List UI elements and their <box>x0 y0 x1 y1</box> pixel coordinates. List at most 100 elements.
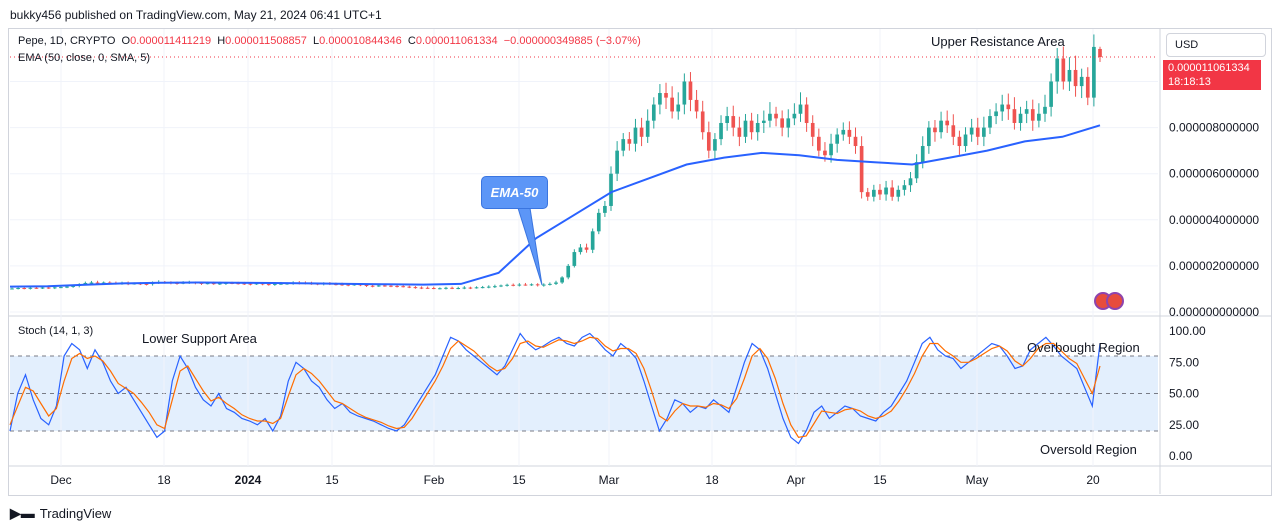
ema-callout: EMA-50 <box>481 176 548 209</box>
candle-body <box>872 189 876 197</box>
candle-body <box>975 127 980 137</box>
time-tick-label: 15 <box>873 473 887 487</box>
candle-body <box>1061 58 1066 82</box>
candle-body <box>737 127 742 137</box>
candle-body <box>902 185 907 190</box>
candle-body <box>401 286 406 288</box>
symbol-label[interactable]: Pepe, 1D, CRYPTO <box>18 35 116 47</box>
candle-body <box>486 286 491 288</box>
ema-50-line <box>9 124 1101 288</box>
price-tick-label: 0.000002000000 <box>1169 259 1259 273</box>
candle-body <box>651 104 656 121</box>
candle-body <box>572 252 577 266</box>
candle-body <box>529 284 534 286</box>
candle-body <box>706 132 711 151</box>
candle-body <box>908 178 913 186</box>
candle-body <box>603 205 607 213</box>
candle-body <box>419 287 424 289</box>
candle-body <box>1049 81 1053 107</box>
candle-body <box>731 116 736 128</box>
candles-group <box>10 34 1102 290</box>
ohlc-legend: Pepe, 1D, CRYPTO O0.000011411219 H0.0000… <box>18 35 641 47</box>
currency-button[interactable]: USD <box>1166 33 1266 57</box>
candle-body <box>945 120 950 126</box>
candle-body <box>719 122 723 140</box>
candle-body <box>780 118 784 128</box>
candle-body <box>664 93 668 98</box>
candle-body <box>205 283 210 285</box>
candle-body <box>407 286 412 288</box>
candle-body <box>963 134 968 147</box>
candle-body <box>340 284 344 286</box>
candle-body <box>89 282 94 284</box>
publisher-line: bukky456 published on TradingView.com, M… <box>10 8 382 22</box>
last-price-value: 0.000011061334 <box>1168 62 1250 74</box>
candle-body <box>804 104 809 123</box>
price-tick-label: 0.000008000000 <box>1169 121 1259 135</box>
ema-legend[interactable]: EMA (50, close, 0, SMA, 5) <box>18 52 151 64</box>
candle-body <box>761 120 766 123</box>
candle-body <box>596 212 601 232</box>
candle-body <box>749 120 754 133</box>
footer-brand: TradingView <box>39 506 112 521</box>
candle-body <box>694 99 699 112</box>
candle-body <box>554 282 558 284</box>
stoch-tick-label: 25.00 <box>1169 418 1199 432</box>
candle-body <box>676 104 681 112</box>
open-label: O <box>121 35 131 47</box>
price-tick-label: 0.000004000000 <box>1169 213 1259 227</box>
candle-body <box>688 81 693 100</box>
candle-body <box>548 283 552 285</box>
candle-body <box>541 284 546 286</box>
candle-body <box>16 288 20 290</box>
candle-body <box>792 113 797 119</box>
candle-body <box>46 287 51 289</box>
candle-body <box>615 150 619 174</box>
candle-body <box>725 116 729 123</box>
time-tick-label: 18 <box>705 473 719 487</box>
candle-body <box>438 288 442 290</box>
candle-body <box>101 282 106 284</box>
time-tick-label: Feb <box>424 473 445 487</box>
candle-body <box>28 287 33 289</box>
stoch-tick-label: 50.00 <box>1169 387 1199 401</box>
candle-body <box>951 125 956 137</box>
candle-body <box>798 104 803 114</box>
candle-body <box>65 286 69 288</box>
candle-body <box>95 282 100 284</box>
candle-body <box>939 120 943 133</box>
candle-body <box>920 146 925 163</box>
candle-body <box>505 284 509 286</box>
candle-body <box>700 111 705 133</box>
candle-body <box>144 283 149 285</box>
open-value: 0.000011411219 <box>130 35 212 47</box>
candle-body <box>835 134 840 144</box>
candle-body <box>1043 106 1047 114</box>
candle-body <box>578 247 583 253</box>
candle-body <box>10 288 14 290</box>
candle-body <box>217 283 222 285</box>
candle-body <box>34 287 39 289</box>
stoch-legend[interactable]: Stoch (14, 1, 3) <box>18 325 94 337</box>
candle-body <box>383 285 387 287</box>
candle-body <box>1055 58 1060 82</box>
candle-body <box>713 139 717 151</box>
candle-body <box>841 129 846 135</box>
candle-body <box>933 127 937 133</box>
candle-body <box>1067 69 1072 82</box>
candle-body <box>658 93 662 105</box>
time-tick-label: 15 <box>512 473 526 487</box>
candle-body <box>376 285 381 287</box>
candle-body <box>480 287 485 289</box>
close-value: 0.000011061334 <box>415 35 498 47</box>
us-flag-icon <box>1094 292 1124 310</box>
candle-body <box>560 277 564 283</box>
candle-body <box>535 284 540 286</box>
stoch-tick-label: 100.00 <box>1169 324 1206 338</box>
candle-body <box>890 187 895 197</box>
candle-body <box>279 283 283 285</box>
flag-circle <box>1106 292 1124 310</box>
tradingview-logo-icon: ▶▬ <box>10 505 35 521</box>
time-tick-label: 20 <box>1086 473 1100 487</box>
